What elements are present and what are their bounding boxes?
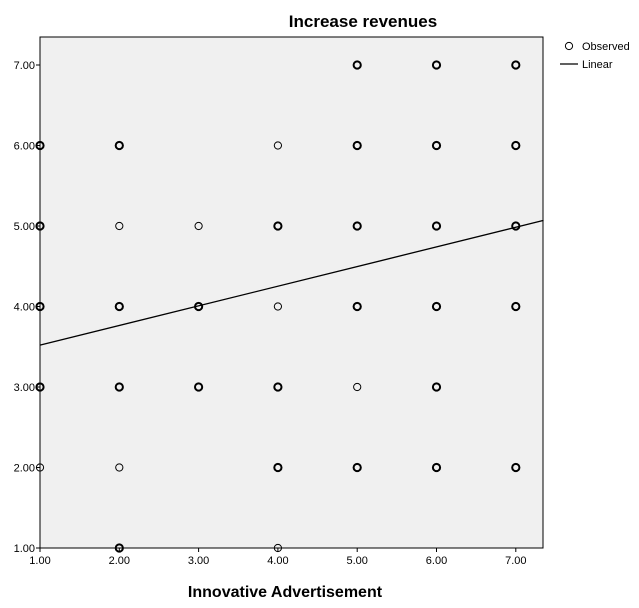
- x-tick-label: 6.00: [426, 555, 447, 567]
- observed-point: [194, 221, 203, 231]
- x-tick-label: 7.00: [505, 555, 526, 567]
- observed-point: [273, 462, 283, 473]
- observed-point: [194, 382, 204, 392]
- legend-observed-marker: [564, 41, 574, 51]
- observed-point: [35, 221, 45, 231]
- observed-point: [273, 382, 283, 392]
- observed-point: [35, 463, 45, 472]
- y-tick-label: 4.00: [14, 302, 35, 314]
- observed-point: [431, 60, 442, 70]
- observed-point: [114, 382, 124, 392]
- observed-point: [352, 221, 362, 231]
- fit-line-group: [39, 219, 544, 346]
- points-group: [35, 60, 521, 553]
- observed-point: [115, 221, 124, 231]
- observed-point: [511, 60, 521, 70]
- y-tick-label: 5.00: [14, 221, 35, 233]
- observed-point: [115, 463, 124, 472]
- observed-point: [273, 221, 283, 231]
- observed-point: [431, 462, 442, 473]
- observed-point: [511, 301, 521, 312]
- legend: Observed Linear: [560, 41, 630, 71]
- y-tick-label: 2.00: [14, 463, 35, 475]
- x-tick-label: 4.00: [267, 555, 288, 567]
- observed-point: [431, 301, 442, 312]
- observed-point: [352, 60, 362, 70]
- legend-observed-label: Observed: [582, 41, 630, 53]
- observed-point: [353, 382, 362, 392]
- y-axis: 1.00 2.00 3.00 4.00 5.00 6.00 7.00: [14, 60, 40, 555]
- observed-point: [352, 301, 362, 312]
- observed-point: [352, 140, 362, 151]
- observed-point: [194, 301, 204, 312]
- x-tick-label: 1.00: [29, 555, 50, 567]
- observed-point: [352, 462, 362, 473]
- x-axis-label: Innovative Advertisement: [188, 584, 383, 601]
- observed-point: [114, 140, 124, 151]
- y-tick-label: 7.00: [14, 60, 35, 72]
- x-tick-label: 3.00: [188, 555, 209, 567]
- observed-point: [35, 382, 45, 392]
- observed-point: [431, 140, 442, 151]
- observed-point: [35, 301, 45, 312]
- x-axis: 1.00 2.00 3.00 4.00 5.00 6.00 7.00: [29, 548, 527, 567]
- observed-point: [273, 302, 282, 311]
- observed-point: [273, 543, 282, 553]
- observed-point: [431, 382, 442, 392]
- y-tick-label: 6.00: [14, 141, 35, 153]
- chart-title: Increase revenues: [289, 12, 437, 31]
- plot-area: [39, 36, 544, 549]
- linear-fit-line: [39, 219, 544, 346]
- legend-linear-label: Linear: [582, 59, 613, 71]
- observed-point: [114, 543, 124, 553]
- y-tick-label: 1.00: [14, 543, 35, 555]
- observed-point: [431, 221, 442, 231]
- observed-point: [511, 221, 521, 231]
- observed-point: [511, 140, 521, 151]
- observed-point: [35, 140, 45, 151]
- x-tick-label: 2.00: [109, 555, 130, 567]
- observed-point: [273, 141, 282, 150]
- y-tick-label: 3.00: [14, 382, 35, 394]
- observed-point: [114, 301, 124, 312]
- x-tick-label: 5.00: [346, 555, 367, 567]
- observed-point: [511, 462, 521, 473]
